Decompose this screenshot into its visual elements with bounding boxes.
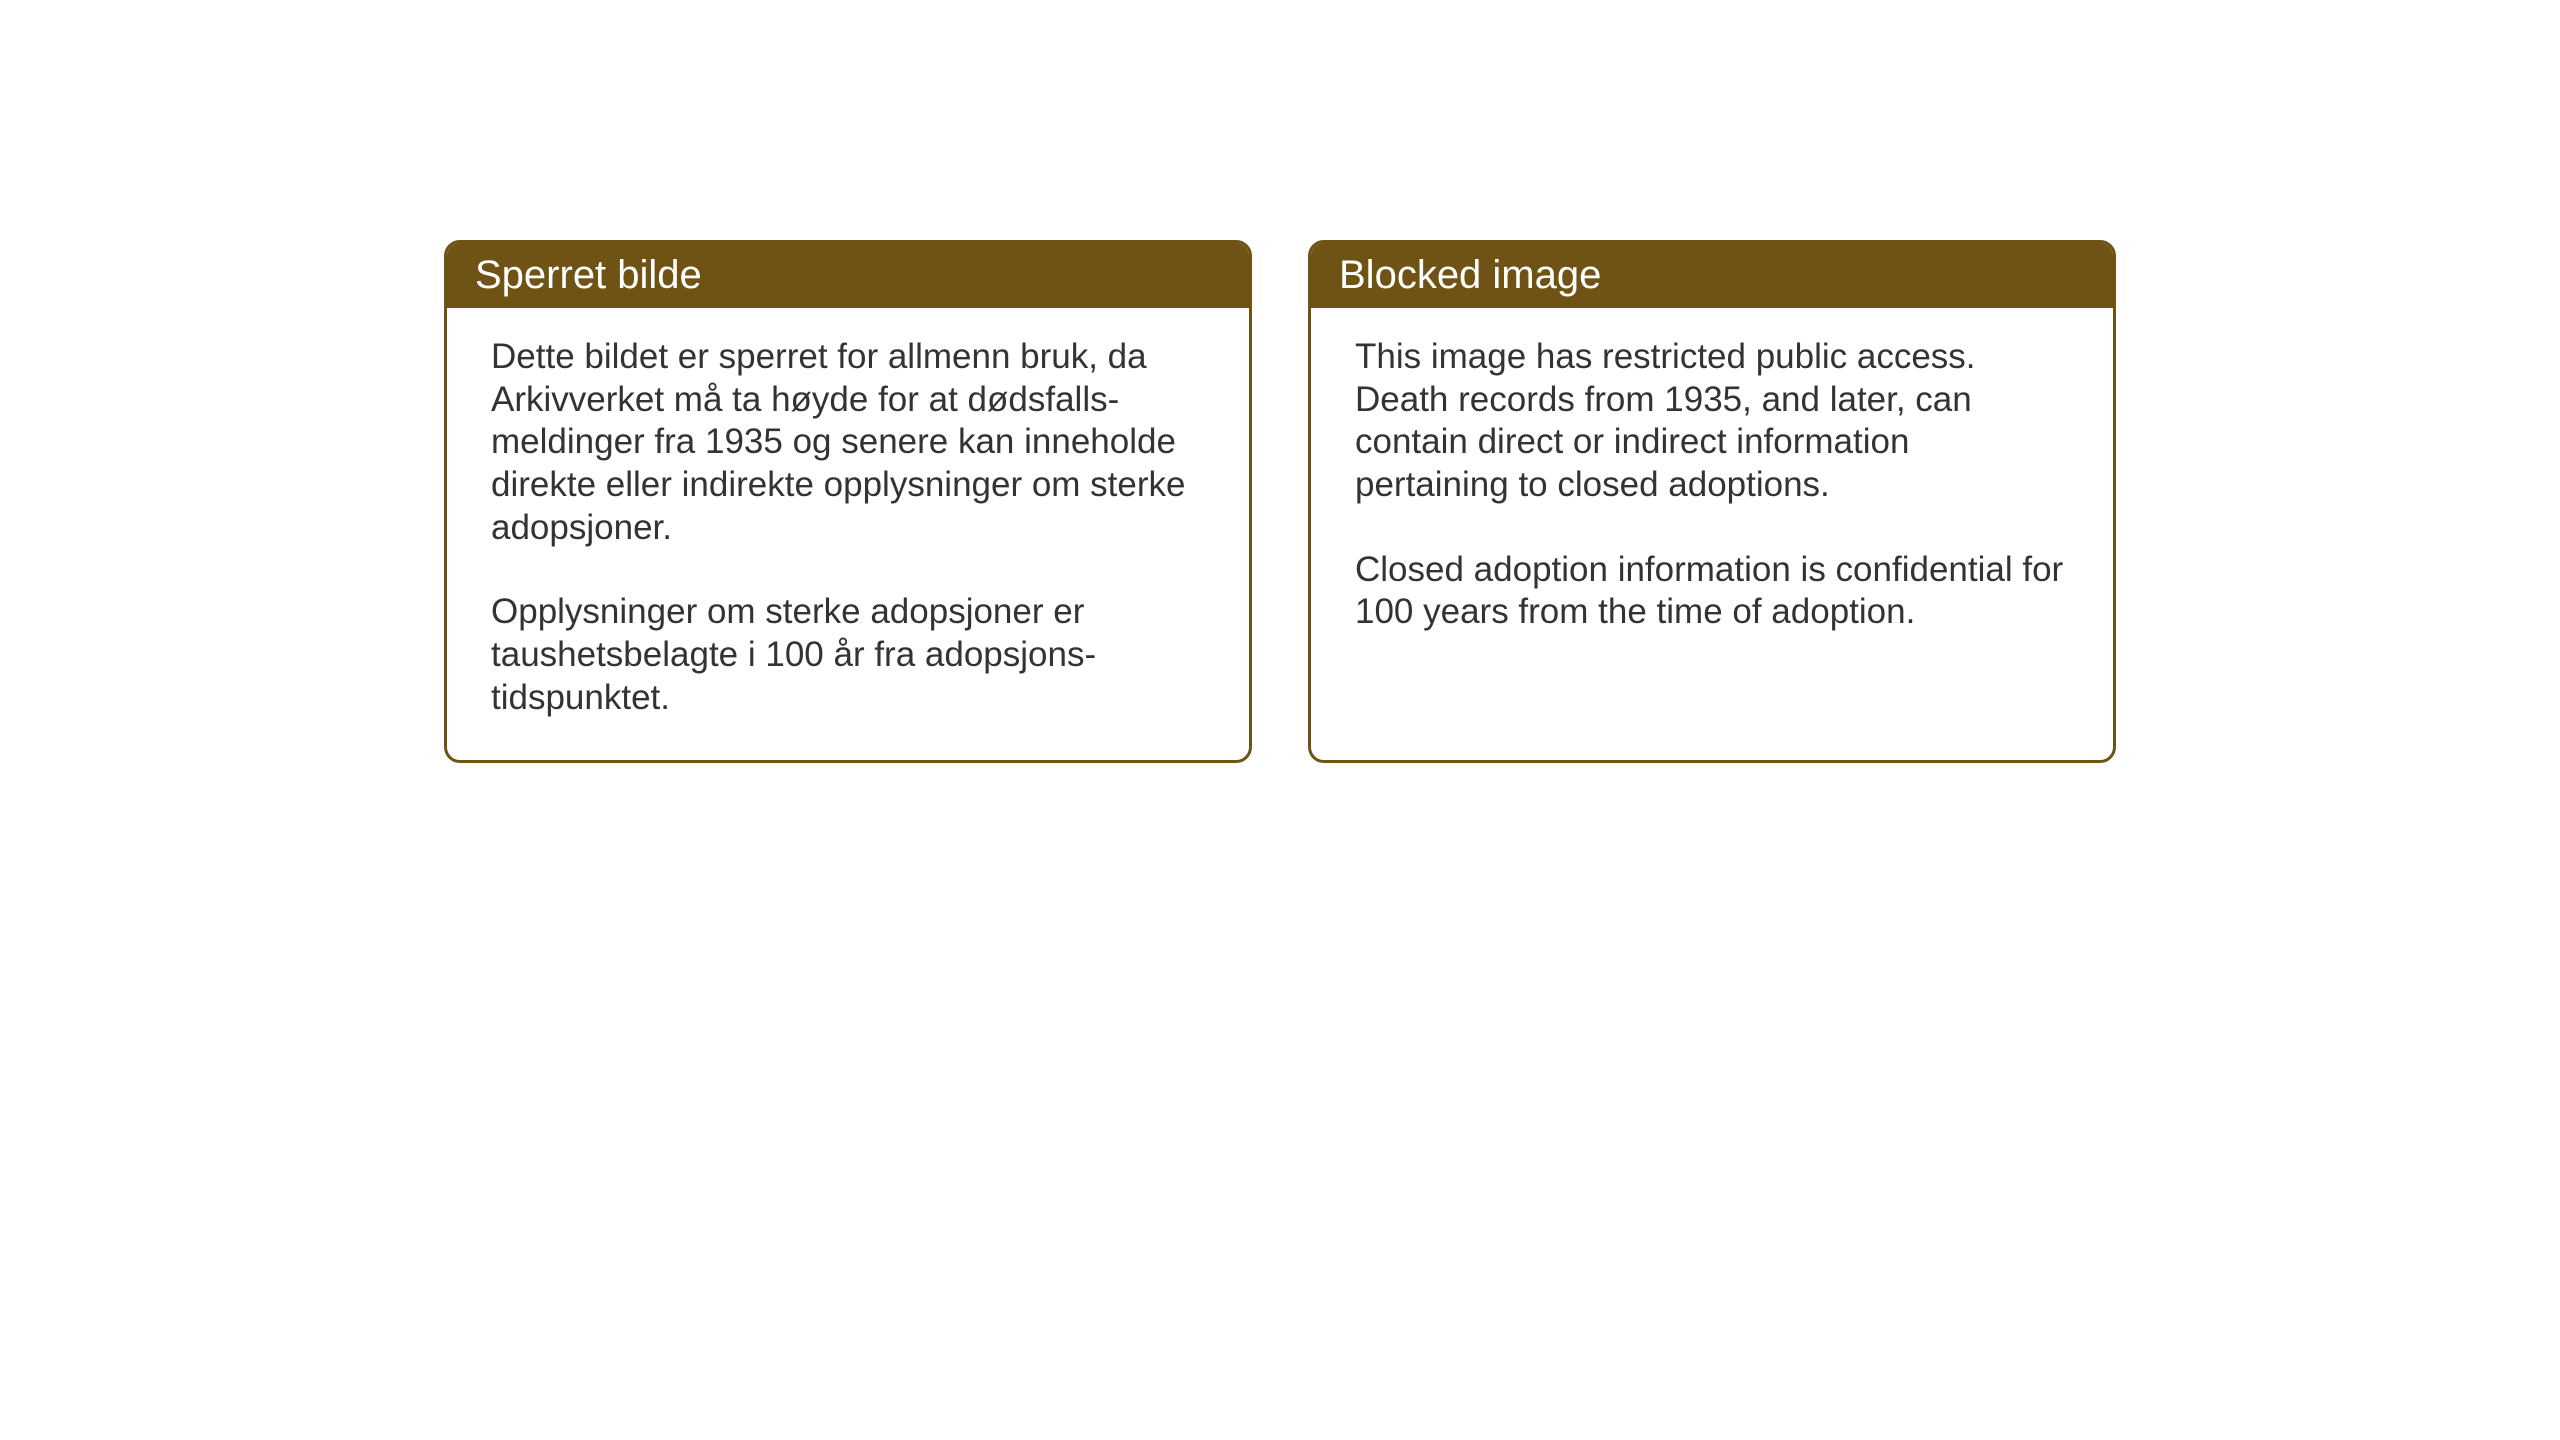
card-body-norwegian: Dette bildet er sperret for allmenn bruk… — [447, 308, 1249, 760]
card-paragraph-1-english: This image has restricted public access.… — [1355, 336, 2069, 507]
card-title-english: Blocked image — [1339, 253, 1601, 297]
card-title-norwegian: Sperret bilde — [475, 253, 702, 297]
card-header-english: Blocked image — [1311, 243, 2113, 308]
card-header-norwegian: Sperret bilde — [447, 243, 1249, 308]
card-paragraph-1-norwegian: Dette bildet er sperret for allmenn bruk… — [491, 336, 1205, 549]
notice-card-norwegian: Sperret bilde Dette bildet er sperret fo… — [444, 240, 1252, 763]
card-paragraph-2-norwegian: Opplysninger om sterke adopsjoner er tau… — [491, 591, 1205, 719]
notice-container: Sperret bilde Dette bildet er sperret fo… — [444, 240, 2116, 763]
card-paragraph-2-english: Closed adoption information is confident… — [1355, 549, 2069, 634]
notice-card-english: Blocked image This image has restricted … — [1308, 240, 2116, 763]
card-body-english: This image has restricted public access.… — [1311, 308, 2113, 674]
